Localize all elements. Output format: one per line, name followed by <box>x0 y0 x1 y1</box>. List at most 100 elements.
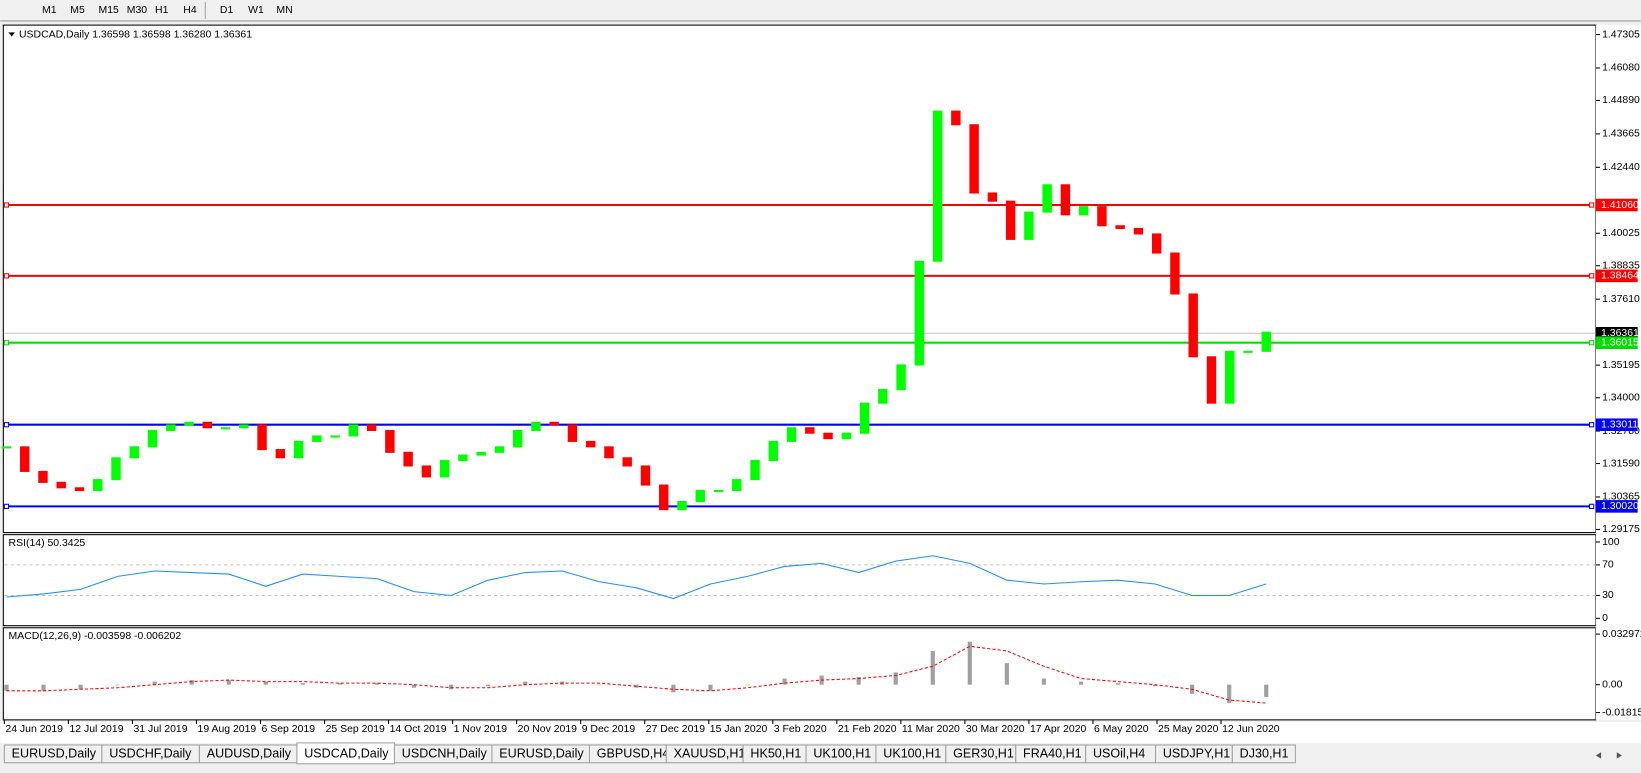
macd-bar <box>300 683 305 685</box>
x-tick-label: 6 Sep 2019 <box>262 724 316 735</box>
timeframe-button[interactable]: D1 <box>220 5 234 16</box>
tab-label[interactable]: DJ30,H1 <box>1240 747 1289 761</box>
tab-label[interactable]: GBPUSD,H4 <box>597 747 670 761</box>
candle <box>56 481 66 489</box>
timeframe-button[interactable]: W1 <box>248 5 264 16</box>
timeframe-button[interactable]: H1 <box>155 5 169 16</box>
level-handle <box>1589 422 1595 428</box>
tab[interactable]: USDJPY,H1 <box>1155 744 1233 764</box>
y-tick-label: 1.34000 <box>1602 392 1640 403</box>
candle <box>859 402 870 434</box>
macd-bar <box>597 684 602 686</box>
tab[interactable]: USOil,H4 <box>1085 744 1157 764</box>
level-handle <box>1589 503 1595 509</box>
tab-scroll[interactable] <box>1595 752 1622 759</box>
tab[interactable]: USDCAD,Daily <box>296 742 395 765</box>
level-box <box>1595 500 1638 513</box>
tab[interactable]: DJ30,H1 <box>1231 744 1296 764</box>
tab[interactable]: UK100,H1 <box>875 744 947 764</box>
candle <box>202 421 213 429</box>
tab[interactable]: UK100,H1 <box>805 744 877 764</box>
tab-label[interactable]: USDCAD,Daily <box>304 747 389 761</box>
y-tick-label: 1.40025 <box>1602 228 1640 239</box>
x-tick-label: 25 May 2020 <box>1158 724 1219 735</box>
macd-bar <box>1041 678 1047 685</box>
macd-bar <box>782 678 787 685</box>
tab[interactable]: EURUSD,Daily <box>491 744 590 764</box>
candle <box>74 487 85 492</box>
candle <box>786 427 797 442</box>
y-tick-label: 1.29175 <box>1602 524 1640 535</box>
tab[interactable]: USDCNH,Daily <box>393 744 493 764</box>
macd-bar <box>78 684 83 690</box>
macd-bar <box>856 677 861 685</box>
tab-label[interactable]: UK100,H1 <box>813 747 871 761</box>
candle <box>1133 227 1144 235</box>
candle <box>1261 331 1271 352</box>
x-tick-label: 11 Mar 2020 <box>902 724 960 735</box>
tab-label[interactable]: GER30,H1 <box>953 747 1014 761</box>
tab-label[interactable]: EURUSD,Daily <box>12 747 97 761</box>
candle <box>1243 350 1253 353</box>
tab[interactable]: HK50,H1 <box>742 744 807 764</box>
tab[interactable]: AUDUSD,Daily <box>198 744 298 764</box>
y-tick-label: 1.47305 <box>1602 29 1640 40</box>
tab-label[interactable]: AUDUSD,Daily <box>207 747 292 761</box>
candle <box>166 424 176 432</box>
y-tick-label: 1.46080 <box>1602 63 1640 74</box>
macd-bar <box>1227 684 1232 704</box>
rsi-panel <box>2 534 1597 627</box>
macd-bar <box>4 684 9 691</box>
candle <box>932 110 943 262</box>
tab-label[interactable]: USDCHF,Daily <box>109 747 192 761</box>
y-tick-label: 1.42440 <box>1602 162 1640 173</box>
candle <box>713 490 724 493</box>
timeframe-button[interactable]: M30 <box>127 5 148 16</box>
tab[interactable]: GBPUSD,H4 <box>588 744 670 764</box>
tab-label[interactable]: XAUUSD,H1 <box>674 747 746 761</box>
macd-bar <box>708 684 713 691</box>
tab-label[interactable]: HK50,H1 <box>750 747 801 761</box>
candle <box>549 421 559 426</box>
candle <box>969 124 979 194</box>
tab[interactable]: USDCHF,Daily <box>101 744 200 764</box>
y-tick-label: 1.35195 <box>1602 360 1640 371</box>
level-box <box>1595 269 1638 283</box>
y-tick-label: 1.30365 <box>1602 492 1640 503</box>
timeframe-button[interactable]: H4 <box>183 5 197 16</box>
candle <box>439 459 450 478</box>
tab[interactable]: FRA40,H1 <box>1015 744 1087 764</box>
candle <box>348 424 359 437</box>
candle <box>695 490 705 502</box>
tab-label[interactable]: USDCNH,Daily <box>402 747 488 761</box>
tab-label[interactable]: USOil,H4 <box>1093 747 1145 761</box>
candle <box>512 429 523 448</box>
level-handle <box>1589 202 1595 208</box>
tab-label[interactable]: UK100,H1 <box>883 747 941 761</box>
tab-label[interactable]: USDJPY,H1 <box>1163 747 1230 761</box>
candle <box>1115 225 1125 230</box>
collapse-icon[interactable] <box>8 32 15 37</box>
macd-bar <box>1078 681 1084 685</box>
candle <box>585 440 596 448</box>
level-handle <box>3 340 10 346</box>
main-panel <box>2 24 1597 534</box>
tab-label[interactable]: FRA40,H1 <box>1023 747 1082 761</box>
timeframe-button[interactable]: MN <box>276 5 292 16</box>
candle <box>732 479 742 492</box>
tab-label[interactable]: EURUSD,Daily <box>499 747 584 761</box>
candle <box>1206 356 1217 404</box>
timeframe-button[interactable]: M15 <box>99 5 120 16</box>
timeframe-button[interactable]: M1 <box>42 5 57 16</box>
candle <box>951 110 961 126</box>
tab[interactable]: GER30,H1 <box>945 744 1017 764</box>
candle <box>659 484 669 511</box>
timeframe-button[interactable]: M5 <box>70 5 85 16</box>
tab[interactable]: EURUSD,Daily <box>3 744 103 764</box>
x-tick-label: 12 Jul 2019 <box>69 724 123 735</box>
tab[interactable]: XAUUSD,H1 <box>665 744 746 764</box>
candle <box>111 457 121 481</box>
y-tick-label: 1.38835 <box>1602 261 1640 272</box>
y-tick-label: 1.44890 <box>1602 95 1640 106</box>
y-tick-label: 1.37610 <box>1602 294 1640 305</box>
